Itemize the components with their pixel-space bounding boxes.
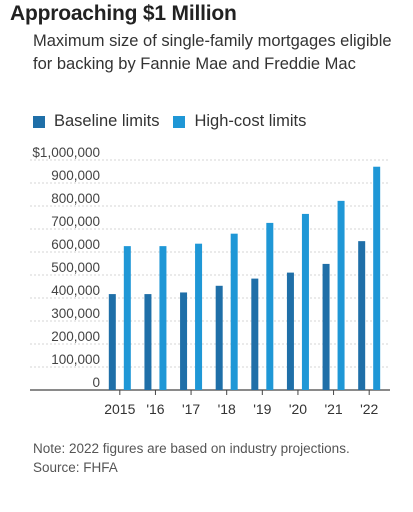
x-tick-label: '16 [146,401,164,417]
y-tick-label: 600,000 [51,237,100,252]
x-tick-label: '22 [360,401,378,417]
bar-highcost [123,246,131,390]
footnote: Note: 2022 figures are based on industry… [33,439,350,477]
chart-title: Approaching $1 Million [10,2,237,25]
y-tick-label: 400,000 [51,283,100,298]
y-tick-label: $1,000,000 [32,145,100,160]
x-axis-labels: 2015 '16 '17 '18 '19 '20 '21 '22 [104,390,379,417]
bar-highcost [373,166,381,390]
y-tick-label: 900,000 [51,168,100,183]
y-tick-label: 800,000 [51,191,100,206]
legend-label-baseline: Baseline limits [54,112,160,130]
y-tick-label: 300,000 [51,306,100,321]
bar-highcost [195,243,203,390]
x-tick-label: '20 [289,401,307,417]
y-tick-label: 100,000 [51,352,100,367]
x-tick-label: '19 [253,401,271,417]
x-tick-label: 2015 [104,401,135,417]
bar-baseline [215,285,223,390]
bar-highcost [230,233,238,390]
legend-label-highcost: High-cost limits [194,112,307,130]
y-tick-label: 500,000 [51,260,100,275]
bar-baseline [108,294,116,390]
bar-highcost [301,213,309,390]
bar-baseline [322,263,330,390]
bar-baseline [180,292,188,390]
legend-swatch-baseline [33,115,45,128]
y-tick-label: 700,000 [51,214,100,229]
bar-baseline [251,278,259,390]
legend-item-baseline: Baseline limits [33,112,159,131]
gridlines [30,159,390,391]
legend-item-highcost: High-cost limits [173,112,306,131]
y-tick-label: 200,000 [51,329,100,344]
source-text: Source: FHFA [33,460,118,475]
bar-highcost [337,200,345,390]
bar-baseline [144,294,152,390]
legend-swatch-highcost [173,115,186,128]
legend: Baseline limits High-cost limits [33,112,320,131]
x-tick-label: '21 [324,401,342,417]
x-tick-label: '17 [182,401,200,417]
bar-baseline [286,272,294,390]
bars [108,166,381,390]
y-tick-label: 0 [92,375,100,390]
bar-baseline [358,241,366,390]
note-text: Note: 2022 figures are based on industry… [33,441,350,456]
x-tick-label: '18 [218,401,236,417]
bar-highcost [159,246,167,390]
y-axis-labels: 0 100,000 200,000 300,000 400,000 500,000 600,… [32,145,100,390]
chart-subtitle: Maximum size of single-family mortgages … [33,32,392,73]
bar-highcost [266,222,274,390]
